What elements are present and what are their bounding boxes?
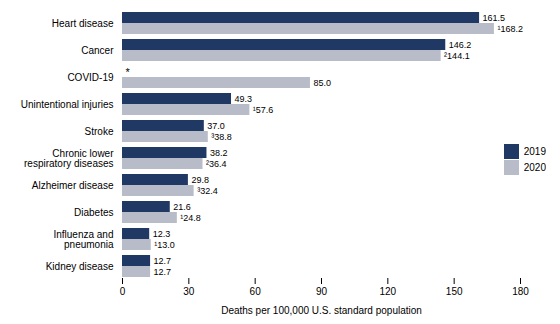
svg-text:30: 30 [183, 286, 195, 297]
svg-text:161.5: 161.5 [483, 13, 506, 23]
svg-text:³38.8: ³38.8 [211, 132, 232, 142]
svg-text:Cancer: Cancer [81, 45, 114, 56]
svg-text:38.2: 38.2 [210, 148, 228, 158]
svg-text:0: 0 [120, 286, 126, 297]
svg-text:²36.4: ²36.4 [206, 159, 227, 169]
svg-text:90: 90 [316, 286, 328, 297]
svg-text:Alzheimer disease: Alzheimer disease [32, 180, 114, 191]
svg-text:12.7: 12.7 [154, 256, 172, 266]
html-text:2019: 2019 [523, 146, 546, 157]
svg-text:Chronic lowerrespiratory disea: Chronic lowerrespiratory diseases [24, 148, 114, 169]
svg-text:¹168.2: ¹168.2 [497, 24, 523, 34]
svg-text:Unintentional injuries: Unintentional injuries [21, 99, 114, 110]
svg-text:85.0: 85.0 [313, 78, 331, 88]
svg-text:12.7: 12.7 [154, 267, 172, 277]
svg-text:180: 180 [512, 286, 529, 297]
svg-text:Heart disease: Heart disease [52, 18, 114, 29]
svg-text:Stroke: Stroke [85, 126, 114, 137]
svg-text:*: * [126, 66, 131, 78]
svg-text:COVID-19: COVID-19 [67, 72, 114, 83]
svg-text:12.3: 12.3 [153, 229, 171, 239]
svg-text:Deaths per 100,000 U.S. standa: Deaths per 100,000 U.S. standard populat… [221, 305, 422, 316]
html-text:2020: 2020 [523, 162, 546, 173]
svg-text:²144.1: ²144.1 [444, 51, 470, 61]
svg-text:³32.4: ³32.4 [197, 186, 218, 196]
svg-text:Diabetes: Diabetes [74, 207, 113, 218]
svg-text:¹13.0: ¹13.0 [154, 240, 175, 250]
svg-text:¹57.6: ¹57.6 [253, 105, 274, 115]
svg-text:150: 150 [446, 286, 463, 297]
svg-text:29.8: 29.8 [191, 175, 209, 185]
svg-text:120: 120 [379, 286, 396, 297]
svg-text:60: 60 [250, 286, 262, 297]
svg-text:21.6: 21.6 [173, 202, 191, 212]
svg-text:¹24.8: ¹24.8 [180, 213, 201, 223]
svg-text:37.0: 37.0 [207, 121, 225, 131]
svg-text:146.2: 146.2 [449, 40, 472, 50]
svg-text:Kidney disease: Kidney disease [46, 261, 114, 272]
svg-text:49.3: 49.3 [235, 94, 253, 104]
svg-text:Influenza andpneumonia: Influenza andpneumonia [53, 229, 113, 250]
